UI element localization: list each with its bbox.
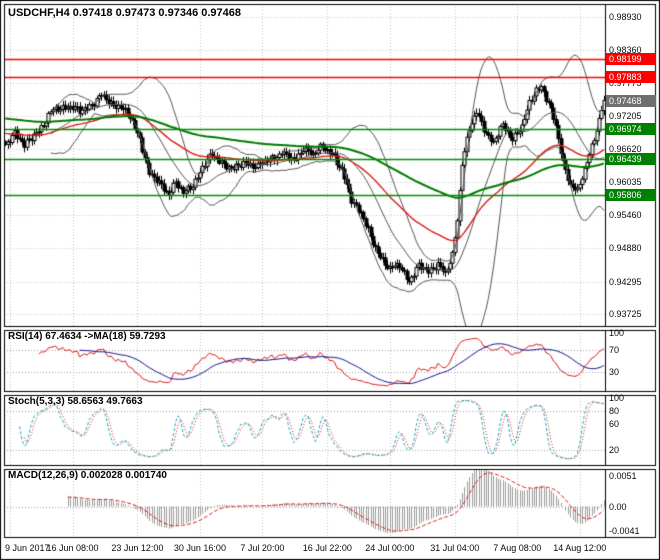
price-axis-label: 0.97775: [609, 78, 642, 89]
price-axis-label: 0.98360: [609, 44, 642, 55]
price-axis-label: 0.94295: [609, 276, 642, 287]
time-axis-label: 23 Jun 12:00: [111, 543, 164, 553]
macd-axis-label: 0.00: [609, 501, 627, 512]
time-axis-label: 16 Jul 22:00: [302, 543, 352, 553]
time-axis-label: 16 Jun 08:00: [46, 543, 99, 553]
time-axis-label: 7 Aug 08:00: [493, 543, 542, 553]
rsi-axis-label: 70: [609, 344, 620, 355]
price-axis-label: 0.96035: [609, 177, 642, 188]
price-axis-label: 0.95460: [609, 210, 642, 221]
time-axis-label: 9 Jun 2017: [5, 543, 50, 553]
stoch-axis-label: 20: [609, 444, 620, 455]
macd-indicator-label: MACD(12,26,9) 0.002028 0.001740: [8, 470, 167, 481]
stoch-axis-label: 100: [609, 393, 625, 404]
support-price-tag: 0.96439: [606, 153, 656, 166]
stoch-axis-label: 80: [609, 406, 620, 417]
stoch-indicator-label: Stoch(5,3,3) 58.6563 49.7663: [8, 396, 143, 407]
support-price-tag: 0.95806: [606, 189, 656, 202]
price-axis-label: 0.93725: [609, 309, 642, 320]
time-axis-label: 24 Jul 00:00: [365, 543, 415, 553]
rsi-indicator-label: RSI(14) 67.4634 ->MA(18) 59.7293: [8, 331, 166, 342]
time-axis-label: 31 Jul 04:00: [430, 543, 480, 553]
symbol-timeframe-ohlc-header: USDCHF,H4 0.97418 0.97473 0.97346 0.9746…: [8, 7, 242, 19]
support-price-tag: 0.96974: [606, 122, 656, 135]
price-axis-label: 0.98930: [609, 12, 642, 23]
price-axis-label: 0.94880: [609, 243, 642, 254]
rsi-axis-label: 30: [609, 367, 620, 378]
time-axis-label: 7 Jul 20:00: [240, 543, 285, 553]
current-price-tag: 0.97468: [606, 94, 656, 107]
macd-axis-label: -0.0041: [609, 526, 640, 537]
macd-axis-label: 0.0051: [609, 470, 637, 481]
price-axis-label: 0.96620: [609, 143, 642, 154]
rsi-axis-label: 100: [609, 327, 625, 338]
resistance-price-tag: 0.97883: [606, 70, 656, 83]
resistance-price-tag: 0.98199: [606, 52, 656, 65]
stoch-axis-label: 60: [609, 419, 620, 430]
price-axis-label: 0.97205: [609, 110, 642, 121]
time-axis-label: 14 Aug 12:00: [553, 543, 607, 553]
time-axis-label: 30 Jun 16:00: [173, 543, 226, 553]
